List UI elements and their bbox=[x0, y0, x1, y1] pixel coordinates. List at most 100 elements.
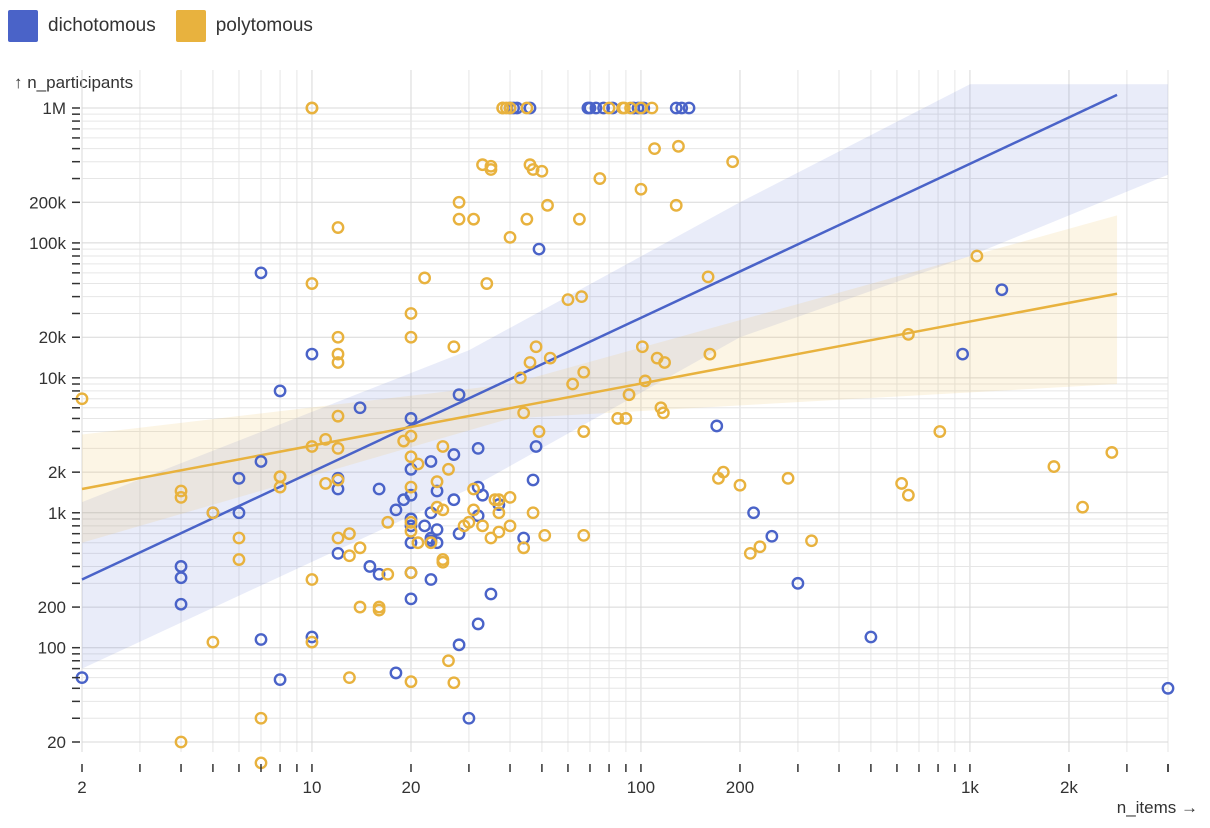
point-polytomous bbox=[669, 198, 683, 212]
point-polytomous bbox=[703, 347, 717, 361]
point-dichotomous bbox=[484, 587, 498, 601]
point-dichotomous bbox=[305, 630, 319, 644]
point-polytomous bbox=[743, 546, 757, 560]
point-polytomous bbox=[577, 365, 591, 379]
legend-label-polytomous: polytomous bbox=[215, 15, 313, 36]
point-dichotomous bbox=[254, 633, 268, 646]
point-polytomous bbox=[517, 406, 531, 420]
point-polytomous bbox=[343, 527, 356, 541]
point-dichotomous bbox=[791, 576, 805, 590]
point-polytomous bbox=[492, 525, 506, 539]
point-polytomous bbox=[404, 480, 418, 494]
x-tick-label: 1k bbox=[961, 778, 979, 797]
x-tick-label: 2 bbox=[77, 778, 86, 797]
confidence-band-dichotomous bbox=[82, 84, 1168, 669]
point-polytomous bbox=[622, 388, 636, 402]
point-polytomous bbox=[503, 230, 517, 244]
x-tick-label: 100 bbox=[627, 778, 655, 797]
point-polytomous bbox=[523, 356, 537, 369]
point-polytomous bbox=[404, 566, 418, 580]
point-polytomous bbox=[517, 541, 531, 555]
point-dichotomous bbox=[418, 519, 432, 533]
trend-line-polytomous bbox=[81, 292, 1118, 491]
point-dichotomous bbox=[1161, 681, 1175, 695]
point-polytomous bbox=[532, 425, 546, 438]
point-polytomous bbox=[305, 277, 319, 290]
point-polytomous bbox=[543, 351, 557, 365]
point-dichotomous bbox=[404, 412, 418, 425]
point-polytomous bbox=[635, 340, 649, 354]
point-polytomous bbox=[602, 101, 616, 115]
point-polytomous bbox=[503, 519, 517, 533]
point-polytomous bbox=[418, 271, 432, 285]
point-polytomous bbox=[447, 676, 461, 690]
point-polytomous bbox=[970, 249, 984, 263]
point-dichotomous bbox=[747, 506, 760, 520]
point-dichotomous bbox=[254, 266, 268, 280]
point-polytomous bbox=[343, 671, 356, 685]
x-tick-label: 10 bbox=[302, 778, 321, 797]
point-polytomous bbox=[901, 488, 915, 502]
point-polytomous bbox=[452, 195, 466, 209]
point-polytomous bbox=[656, 406, 670, 420]
point-polytomous bbox=[513, 371, 527, 385]
point-dichotomous bbox=[331, 546, 345, 560]
point-dichotomous bbox=[864, 630, 878, 644]
point-polytomous bbox=[442, 654, 455, 668]
point-polytomous bbox=[206, 635, 220, 649]
point-polytomous bbox=[404, 675, 418, 689]
point-polytomous bbox=[484, 531, 498, 545]
point-dichotomous bbox=[363, 560, 377, 573]
point-polytomous bbox=[411, 536, 425, 550]
legend: dichotomous polytomous bbox=[8, 10, 333, 42]
point-polytomous bbox=[753, 540, 767, 554]
point-polytomous bbox=[520, 212, 534, 226]
point-polytomous bbox=[577, 425, 591, 438]
point-dichotomous bbox=[305, 347, 319, 361]
point-dichotomous bbox=[404, 488, 418, 502]
point-dichotomous bbox=[232, 506, 246, 520]
point-polytomous bbox=[174, 490, 188, 504]
point-polytomous bbox=[805, 534, 818, 548]
point-polytomous bbox=[619, 412, 633, 425]
point-dichotomous bbox=[424, 455, 438, 468]
y-tick-label: 2k bbox=[48, 463, 66, 482]
trend-line-dichotomous bbox=[81, 93, 1118, 581]
point-polytomous bbox=[577, 528, 591, 542]
point-polytomous bbox=[645, 101, 659, 115]
point-dichotomous bbox=[710, 419, 724, 433]
legend-label-dichotomous: dichotomous bbox=[48, 15, 156, 36]
point-dichotomous bbox=[471, 617, 485, 631]
y-axis-title: ↑ n_participants bbox=[14, 73, 133, 92]
grid-lines bbox=[81, 70, 1169, 752]
point-dichotomous bbox=[956, 347, 970, 361]
point-dichotomous bbox=[529, 440, 543, 453]
point-polytomous bbox=[648, 142, 661, 156]
x-tick-label: 20 bbox=[402, 778, 421, 797]
point-dichotomous bbox=[424, 573, 438, 586]
axes: 2 10 20 100 200 1k 2k 20 100 200 1k 2k 10k 20k 100k 200… bbox=[29, 99, 1169, 797]
confidence-bands bbox=[82, 84, 1168, 669]
legend-item-polytomous[interactable]: polytomous bbox=[175, 10, 313, 42]
point-polytomous bbox=[634, 182, 648, 196]
point-dichotomous bbox=[669, 101, 683, 115]
point-polytomous bbox=[529, 340, 543, 354]
point-polytomous bbox=[331, 356, 345, 369]
point-polytomous bbox=[174, 484, 188, 498]
point-polytomous bbox=[476, 519, 489, 533]
point-polytomous bbox=[520, 101, 534, 115]
point-dichotomous bbox=[430, 536, 444, 550]
point-polytomous bbox=[319, 432, 332, 446]
point-polytomous bbox=[372, 603, 386, 617]
point-dichotomous bbox=[583, 101, 597, 115]
point-polytomous bbox=[404, 429, 418, 443]
point-dichotomous bbox=[404, 592, 418, 606]
point-polytomous bbox=[480, 277, 494, 290]
y-tick-label: 200k bbox=[29, 193, 66, 212]
point-polytomous bbox=[538, 528, 552, 542]
point-polytomous bbox=[331, 473, 345, 487]
y-tick-label: 100 bbox=[38, 639, 66, 658]
legend-item-dichotomous[interactable]: dichotomous bbox=[8, 10, 156, 42]
point-dichotomous bbox=[430, 523, 444, 537]
